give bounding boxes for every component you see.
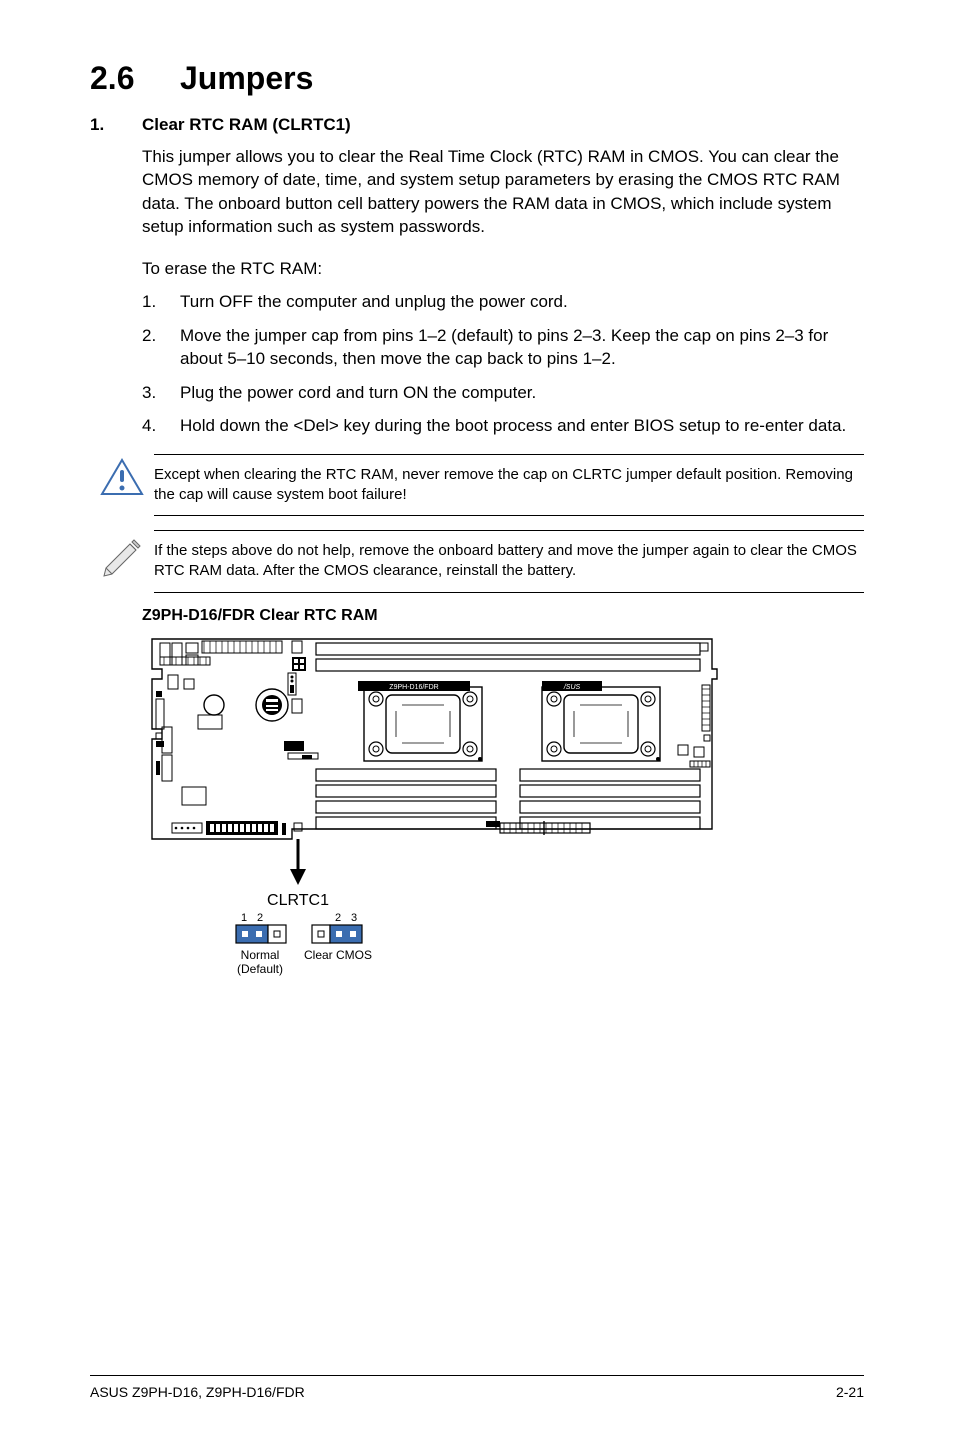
pin-label-3: 3 [351, 912, 357, 924]
step-number: 3. [142, 381, 180, 404]
board-diagram: Z9PH-D16/FDR /SUS [142, 629, 864, 1004]
step-number: 2. [142, 324, 180, 371]
jumper-label: CLRTC1 [267, 892, 329, 909]
item-heading: 1.Clear RTC RAM (CLRTC1) [90, 115, 864, 135]
step-text: Turn OFF the computer and unplug the pow… [180, 290, 864, 313]
pin-label-2a: 2 [257, 912, 263, 924]
step-text: Move the jumper cap from pins 1–2 (defau… [180, 324, 864, 371]
brand-silk-label: /SUS [563, 684, 581, 691]
intro-paragraph: This jumper allows you to clear the Real… [142, 145, 864, 239]
step-item: 3. Plug the power cord and turn ON the c… [142, 381, 864, 404]
warning-text: Except when clearing the RTC RAM, never … [154, 454, 864, 517]
note-text: If the steps above do not help, remove t… [154, 530, 864, 593]
item-title: Clear RTC RAM (CLRTC1) [142, 115, 351, 134]
section-number: 2.6 [90, 60, 180, 97]
step-text: Hold down the <Del> key during the boot … [180, 414, 864, 437]
note-callout: If the steps above do not help, remove t… [90, 530, 864, 593]
step-item: 4. Hold down the <Del> key during the bo… [142, 414, 864, 437]
step-item: 1. Turn OFF the computer and unplug the … [142, 290, 864, 313]
warning-callout: Except when clearing the RTC RAM, never … [90, 454, 864, 517]
page-footer: ASUS Z9PH-D16, Z9PH-D16/FDR 2-21 [90, 1375, 864, 1400]
footer-left: ASUS Z9PH-D16, Z9PH-D16/FDR [90, 1384, 305, 1400]
steps-list: 1. Turn OFF the computer and unplug the … [142, 290, 864, 437]
step-number: 1. [142, 290, 180, 313]
normal-label: Normal [241, 948, 280, 962]
default-label: (Default) [237, 962, 283, 976]
step-item: 2. Move the jumper cap from pins 1–2 (de… [142, 324, 864, 371]
step-number: 4. [142, 414, 180, 437]
section-heading: 2.6Jumpers [90, 60, 864, 97]
warning-icon [90, 454, 154, 498]
pin-label-2b: 2 [335, 912, 341, 924]
footer-right: 2-21 [836, 1384, 864, 1400]
diagram-title: Z9PH-D16/FDR Clear RTC RAM [142, 607, 864, 625]
erase-label: To erase the RTC RAM: [142, 257, 864, 280]
section-title: Jumpers [180, 60, 313, 96]
step-text: Plug the power cord and turn ON the comp… [180, 381, 864, 404]
note-icon [90, 530, 154, 578]
board-silk-label: Z9PH-D16/FDR [389, 684, 438, 691]
item-number: 1. [90, 115, 142, 135]
pin-label-1: 1 [241, 912, 247, 924]
clear-cmos-label: Clear CMOS [304, 948, 372, 962]
